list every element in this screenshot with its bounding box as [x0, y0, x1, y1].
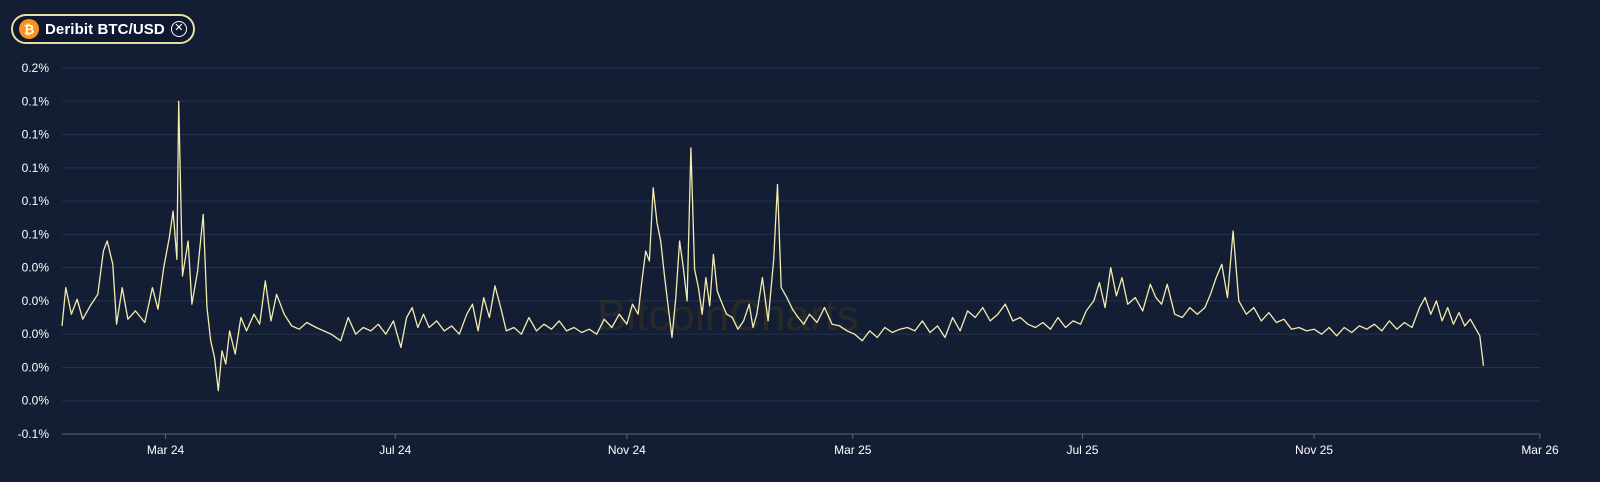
y-tick-label: 0.0%	[22, 394, 50, 408]
x-axis: Mar 24 Jul 24 Nov 24 Mar 25 Jul 25 Nov 25 Mar …	[147, 434, 1559, 457]
y-tick-label: 0.1%	[22, 128, 50, 142]
x-tick-label: Mar 24	[147, 443, 185, 457]
y-tick-label: 0.0%	[22, 327, 50, 341]
x-tick-label: Mar 26	[1521, 443, 1559, 457]
x-tick-label: Nov 24	[608, 443, 646, 457]
x-tick-label: Nov 25	[1295, 443, 1333, 457]
y-tick-label: 0.1%	[22, 94, 50, 108]
x-tick-label: Jul 25	[1066, 443, 1098, 457]
y-tick-label: 0.0%	[22, 261, 50, 275]
legend-label: Deribit BTC/USD	[45, 20, 165, 38]
bitcoin-icon: ₿	[19, 19, 39, 39]
y-tick-label: -0.1%	[18, 427, 50, 441]
y-tick-label: 0.0%	[22, 294, 50, 308]
y-tick-label: 0.1%	[22, 161, 50, 175]
y-axis: 0.2% 0.1% 0.1% 0.1% 0.1% 0.1% 0.0% 0.0% 0.0% 0.0%…	[18, 61, 50, 441]
y-tick-label: 0.1%	[22, 194, 50, 208]
y-tick-label: 0.2%	[22, 61, 50, 75]
legend-chip[interactable]: ₿ Deribit BTC/USD ✕	[11, 14, 195, 44]
y-tick-label: 0.0%	[22, 360, 50, 374]
y-tick-label: 0.1%	[22, 227, 50, 241]
series-line	[61, 100, 1485, 392]
grid-lines	[62, 67, 1540, 435]
close-icon[interactable]: ✕	[170, 21, 187, 37]
x-tick-label: Mar 25	[834, 443, 872, 457]
x-tick-label: Jul 24	[379, 443, 411, 457]
